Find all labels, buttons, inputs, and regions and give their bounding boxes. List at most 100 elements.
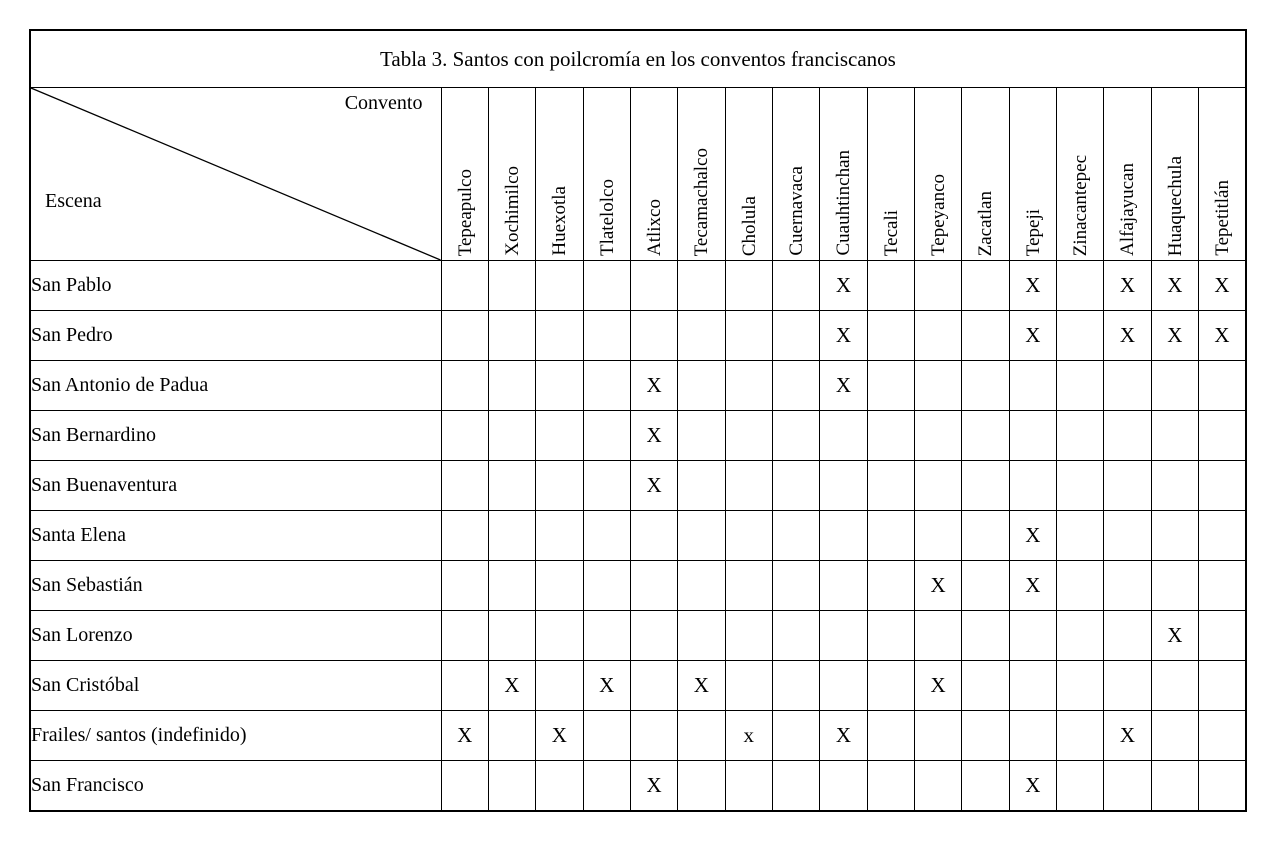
cell-mark[interactable] (487, 510, 537, 561)
cell-mark[interactable] (677, 510, 726, 561)
cell-mark[interactable] (629, 560, 679, 611)
cell-mark[interactable] (1055, 360, 1105, 411)
cell-mark[interactable] (677, 710, 726, 761)
cell-mark[interactable] (1008, 360, 1057, 411)
cell-mark[interactable]: X (629, 760, 679, 812)
cell-mark[interactable] (1103, 460, 1152, 511)
cell-mark[interactable] (440, 610, 489, 661)
cell-mark[interactable] (1197, 560, 1247, 611)
cell-mark[interactable]: X (1008, 260, 1057, 311)
cell-mark[interactable] (582, 760, 631, 812)
cell-mark[interactable] (629, 260, 679, 311)
cell-mark[interactable] (440, 510, 489, 561)
cell-mark[interactable] (1103, 410, 1152, 461)
cell-mark[interactable] (1055, 610, 1105, 661)
cell-mark[interactable] (724, 510, 773, 561)
cell-mark[interactable] (724, 610, 773, 661)
cell-mark[interactable] (440, 310, 489, 361)
cell-mark[interactable] (1197, 510, 1247, 561)
cell-mark[interactable] (961, 560, 1010, 611)
cell-mark[interactable] (819, 410, 868, 461)
cell-mark[interactable] (677, 360, 726, 411)
cell-mark[interactable] (724, 310, 773, 361)
cell-mark[interactable] (724, 410, 773, 461)
cell-mark[interactable] (913, 610, 963, 661)
cell-mark[interactable] (913, 460, 963, 511)
cell-mark[interactable] (1008, 710, 1057, 761)
cell-mark[interactable] (440, 560, 489, 611)
cell-mark[interactable] (582, 460, 631, 511)
cell-mark[interactable] (724, 460, 773, 511)
cell-mark[interactable] (961, 310, 1010, 361)
cell-mark[interactable] (1197, 710, 1247, 761)
cell-mark[interactable] (866, 660, 915, 711)
cell-mark[interactable] (771, 410, 821, 461)
cell-mark[interactable] (487, 460, 537, 511)
cell-mark[interactable] (487, 260, 537, 311)
cell-mark[interactable] (487, 760, 537, 812)
cell-mark[interactable] (487, 710, 537, 761)
cell-mark[interactable]: X (819, 310, 868, 361)
cell-mark[interactable] (771, 360, 821, 411)
cell-mark[interactable] (866, 460, 915, 511)
cell-mark[interactable] (819, 610, 868, 661)
cell-mark[interactable] (771, 310, 821, 361)
cell-mark[interactable]: X (629, 360, 679, 411)
cell-mark[interactable] (1197, 410, 1247, 461)
cell-mark[interactable] (440, 360, 489, 411)
cell-mark[interactable] (535, 510, 584, 561)
cell-mark[interactable] (1103, 510, 1152, 561)
cell-mark[interactable] (866, 260, 915, 311)
cell-mark[interactable] (629, 710, 679, 761)
cell-mark[interactable] (724, 360, 773, 411)
cell-mark[interactable] (1150, 560, 1200, 611)
cell-mark[interactable] (1150, 710, 1200, 761)
cell-mark[interactable]: X (819, 710, 868, 761)
cell-mark[interactable] (582, 360, 631, 411)
cell-mark[interactable] (913, 310, 963, 361)
cell-mark[interactable] (1197, 760, 1247, 812)
cell-mark[interactable] (677, 460, 726, 511)
cell-mark[interactable] (1150, 410, 1200, 461)
cell-mark[interactable] (629, 510, 679, 561)
cell-mark[interactable]: X (1103, 260, 1152, 311)
cell-mark[interactable] (582, 310, 631, 361)
cell-mark[interactable] (677, 560, 726, 611)
cell-mark[interactable] (535, 610, 584, 661)
cell-mark[interactable] (1055, 410, 1105, 461)
cell-mark[interactable] (1055, 760, 1105, 812)
cell-mark[interactable] (1150, 460, 1200, 511)
cell-mark[interactable] (1055, 260, 1105, 311)
cell-mark[interactable] (1008, 660, 1057, 711)
cell-mark[interactable] (961, 710, 1010, 761)
cell-mark[interactable] (582, 560, 631, 611)
cell-mark[interactable] (913, 760, 963, 812)
cell-mark[interactable] (629, 610, 679, 661)
cell-mark[interactable] (961, 410, 1010, 461)
cell-mark[interactable] (1055, 310, 1105, 361)
cell-mark[interactable] (866, 360, 915, 411)
cell-mark[interactable] (440, 760, 489, 812)
cell-mark[interactable] (1103, 360, 1152, 411)
cell-mark[interactable] (582, 410, 631, 461)
cell-mark[interactable]: X (1103, 710, 1152, 761)
cell-mark[interactable] (582, 610, 631, 661)
cell-mark[interactable] (866, 310, 915, 361)
cell-mark[interactable] (724, 660, 773, 711)
cell-mark[interactable] (724, 760, 773, 812)
cell-mark[interactable] (913, 260, 963, 311)
cell-mark[interactable] (1150, 360, 1200, 411)
cell-mark[interactable] (535, 260, 584, 311)
cell-mark[interactable] (1008, 410, 1057, 461)
cell-mark[interactable] (487, 560, 537, 611)
cell-mark[interactable]: X (535, 710, 584, 761)
cell-mark[interactable] (582, 510, 631, 561)
cell-mark[interactable] (913, 360, 963, 411)
cell-mark[interactable] (961, 360, 1010, 411)
cell-mark[interactable] (819, 560, 868, 611)
cell-mark[interactable]: X (913, 560, 963, 611)
cell-mark[interactable] (1055, 510, 1105, 561)
cell-mark[interactable] (1055, 660, 1105, 711)
cell-mark[interactable] (819, 660, 868, 711)
cell-mark[interactable] (1150, 660, 1200, 711)
